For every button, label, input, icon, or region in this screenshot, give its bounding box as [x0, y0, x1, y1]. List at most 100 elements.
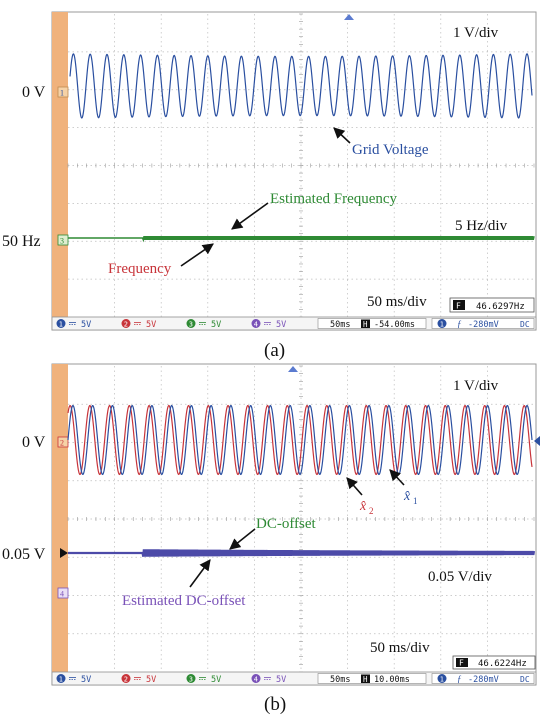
- ch4-marker-box: [57, 587, 69, 599]
- timebase-value: 50ms: [330, 675, 350, 685]
- ch3-marker-num: 3: [60, 237, 64, 246]
- panel-b-scale-top: 1 V/div: [453, 378, 499, 394]
- channel-4-scale: 5V: [276, 320, 286, 330]
- annotation-estimated-dc-offset: Estimated DC-offset: [122, 593, 246, 609]
- panel-b-trigger-marker: [288, 366, 298, 372]
- h-icon-label: H: [363, 675, 368, 684]
- panel-a-zero-volt-label: 0 V: [22, 84, 46, 101]
- panel-b-status-bar: 1 5V 2 5V 3 5V 4 5V 50ms H 10.00ms 1 ƒ -280mV DC: [51, 671, 537, 686]
- trigger-channel-badge: [437, 319, 447, 328]
- annotation-dc-offset: DC-offset: [256, 516, 317, 532]
- dc-offset-trace: [68, 549, 536, 557]
- trigger-box: [431, 673, 535, 684]
- panel-b-frequency-readout: F 46.6224Hz: [452, 655, 536, 670]
- panel-b-frame: [51, 363, 537, 686]
- panel-a-trigger-marker: [344, 14, 354, 20]
- trigger-slope-icon: ƒ: [457, 674, 462, 684]
- panel-b: 2 4 0 V 0.05 V 1 V/div 0.05 V/div 50 ms/…: [2, 363, 540, 686]
- panel-a-frequency-readout: F 46.6297Hz: [449, 297, 535, 313]
- h-position-value: 10.00ms: [374, 675, 410, 685]
- panel-b-005v-label: 0.05 V: [2, 546, 46, 563]
- panel-b-scale-bottom: 0.05 V/div: [428, 569, 492, 585]
- trigger-box: [431, 318, 535, 329]
- grid-voltage-trace: [69, 53, 533, 119]
- arrow-estimated-dc-offset: [189, 559, 211, 588]
- panel-b-zero-volt-label: 0 V: [22, 434, 46, 451]
- ch1-marker-box: [57, 86, 69, 98]
- channel-1-badge: [56, 319, 66, 328]
- frequency-trace: [68, 236, 535, 243]
- svg-text:x̂: x̂: [403, 489, 411, 504]
- panel-b-right-marker: [534, 436, 540, 446]
- channel-3-number: 3: [189, 676, 193, 684]
- channel-1-scale: 5V: [81, 320, 91, 330]
- svg-text:x̂: x̂: [359, 499, 367, 514]
- panel-a-freq-value: 46.6297Hz: [476, 302, 525, 312]
- trigger-channel-badge: [437, 674, 447, 683]
- panel-a-frame: [51, 11, 537, 331]
- channel-3-scale: 5V: [211, 320, 221, 330]
- h-position-value: -54.00ms: [374, 320, 415, 330]
- timebase-box: [317, 673, 427, 684]
- panel-a-grid: [67, 13, 535, 318]
- channel-3-badge: [186, 674, 196, 683]
- trigger-channel-number: 1: [440, 321, 444, 329]
- channel-2-number: 2: [124, 321, 128, 329]
- h-icon-label: H: [363, 320, 368, 329]
- timebase-value: 50ms: [330, 320, 350, 330]
- svg-text:2: 2: [369, 506, 374, 516]
- panel-b-time-div: 50 ms/div: [370, 640, 430, 656]
- arrow-x2-hat: [346, 477, 363, 496]
- arrow-estimated-frequency: [231, 202, 269, 230]
- panel-a-status-bar: 1 5V 2 5V 3 5V 4 5V 50ms H -54.00ms 1 ƒ -280mV DC: [51, 316, 537, 331]
- arrow-frequency: [180, 243, 214, 267]
- trigger-level: -280mV: [468, 320, 499, 330]
- channel-4-scale: 5V: [276, 675, 286, 685]
- channel-3-scale: 5V: [211, 675, 221, 685]
- panel-a-sidebar: [52, 12, 68, 317]
- panel-a-50hz-label: 50 Hz: [2, 233, 41, 250]
- panel-b-sidebar: [52, 364, 68, 672]
- ch3-marker-box: [57, 234, 69, 246]
- panel-a-scale-bottom: 5 Hz/div: [455, 218, 508, 234]
- panel-a-scale-top: 1 V/div: [453, 25, 499, 41]
- channel-4-badge: [251, 674, 261, 683]
- annotation-x1-hat: x̂ 1: [403, 489, 418, 506]
- trigger-slope-icon: ƒ: [457, 319, 462, 329]
- channel-4-number: 4: [254, 321, 258, 329]
- panel-b-grid: [67, 365, 535, 673]
- x1-hat-trace: [67, 404, 533, 476]
- f-icon: F: [456, 302, 461, 311]
- annotation-x2-hat: x̂ 2: [359, 499, 374, 516]
- channel-2-number: 2: [124, 676, 128, 684]
- arrow-grid-voltage: [333, 127, 351, 144]
- annotation-frequency: Frequency: [108, 261, 172, 277]
- channel-1-number: 1: [59, 321, 63, 329]
- annotation-grid-voltage: Grid Voltage: [352, 142, 429, 158]
- svg-text:1: 1: [413, 496, 418, 506]
- timebase-box: [317, 318, 427, 329]
- panel-a-caption: (a): [264, 340, 285, 361]
- dc-level-marker: [60, 548, 68, 558]
- channel-1-number: 1: [59, 676, 63, 684]
- channel-2-badge: [121, 319, 131, 328]
- arrow-x1-hat: [389, 469, 405, 486]
- channel-1-scale: 5V: [81, 675, 91, 685]
- panel-a-time-div: 50 ms/div: [367, 294, 427, 310]
- x2-hat-trace: [67, 404, 533, 476]
- ch2-marker-box: [57, 436, 69, 448]
- channel-2-badge: [121, 674, 131, 683]
- ch1-marker-num: 1: [60, 89, 64, 98]
- channel-4-badge: [251, 319, 261, 328]
- f-icon: F: [459, 659, 464, 668]
- panel-b-caption: (b): [264, 694, 286, 715]
- channel-2-scale: 5V: [146, 675, 156, 685]
- channel-4-number: 4: [254, 676, 258, 684]
- panel-b-freq-value: 46.6224Hz: [478, 659, 527, 669]
- trigger-channel-number: 1: [440, 676, 444, 684]
- channel-3-badge: [186, 319, 196, 328]
- ch4-marker-num: 4: [60, 590, 64, 599]
- annotation-estimated-frequency: Estimated Frequency: [270, 191, 398, 207]
- trigger-coupling: DC: [520, 320, 530, 329]
